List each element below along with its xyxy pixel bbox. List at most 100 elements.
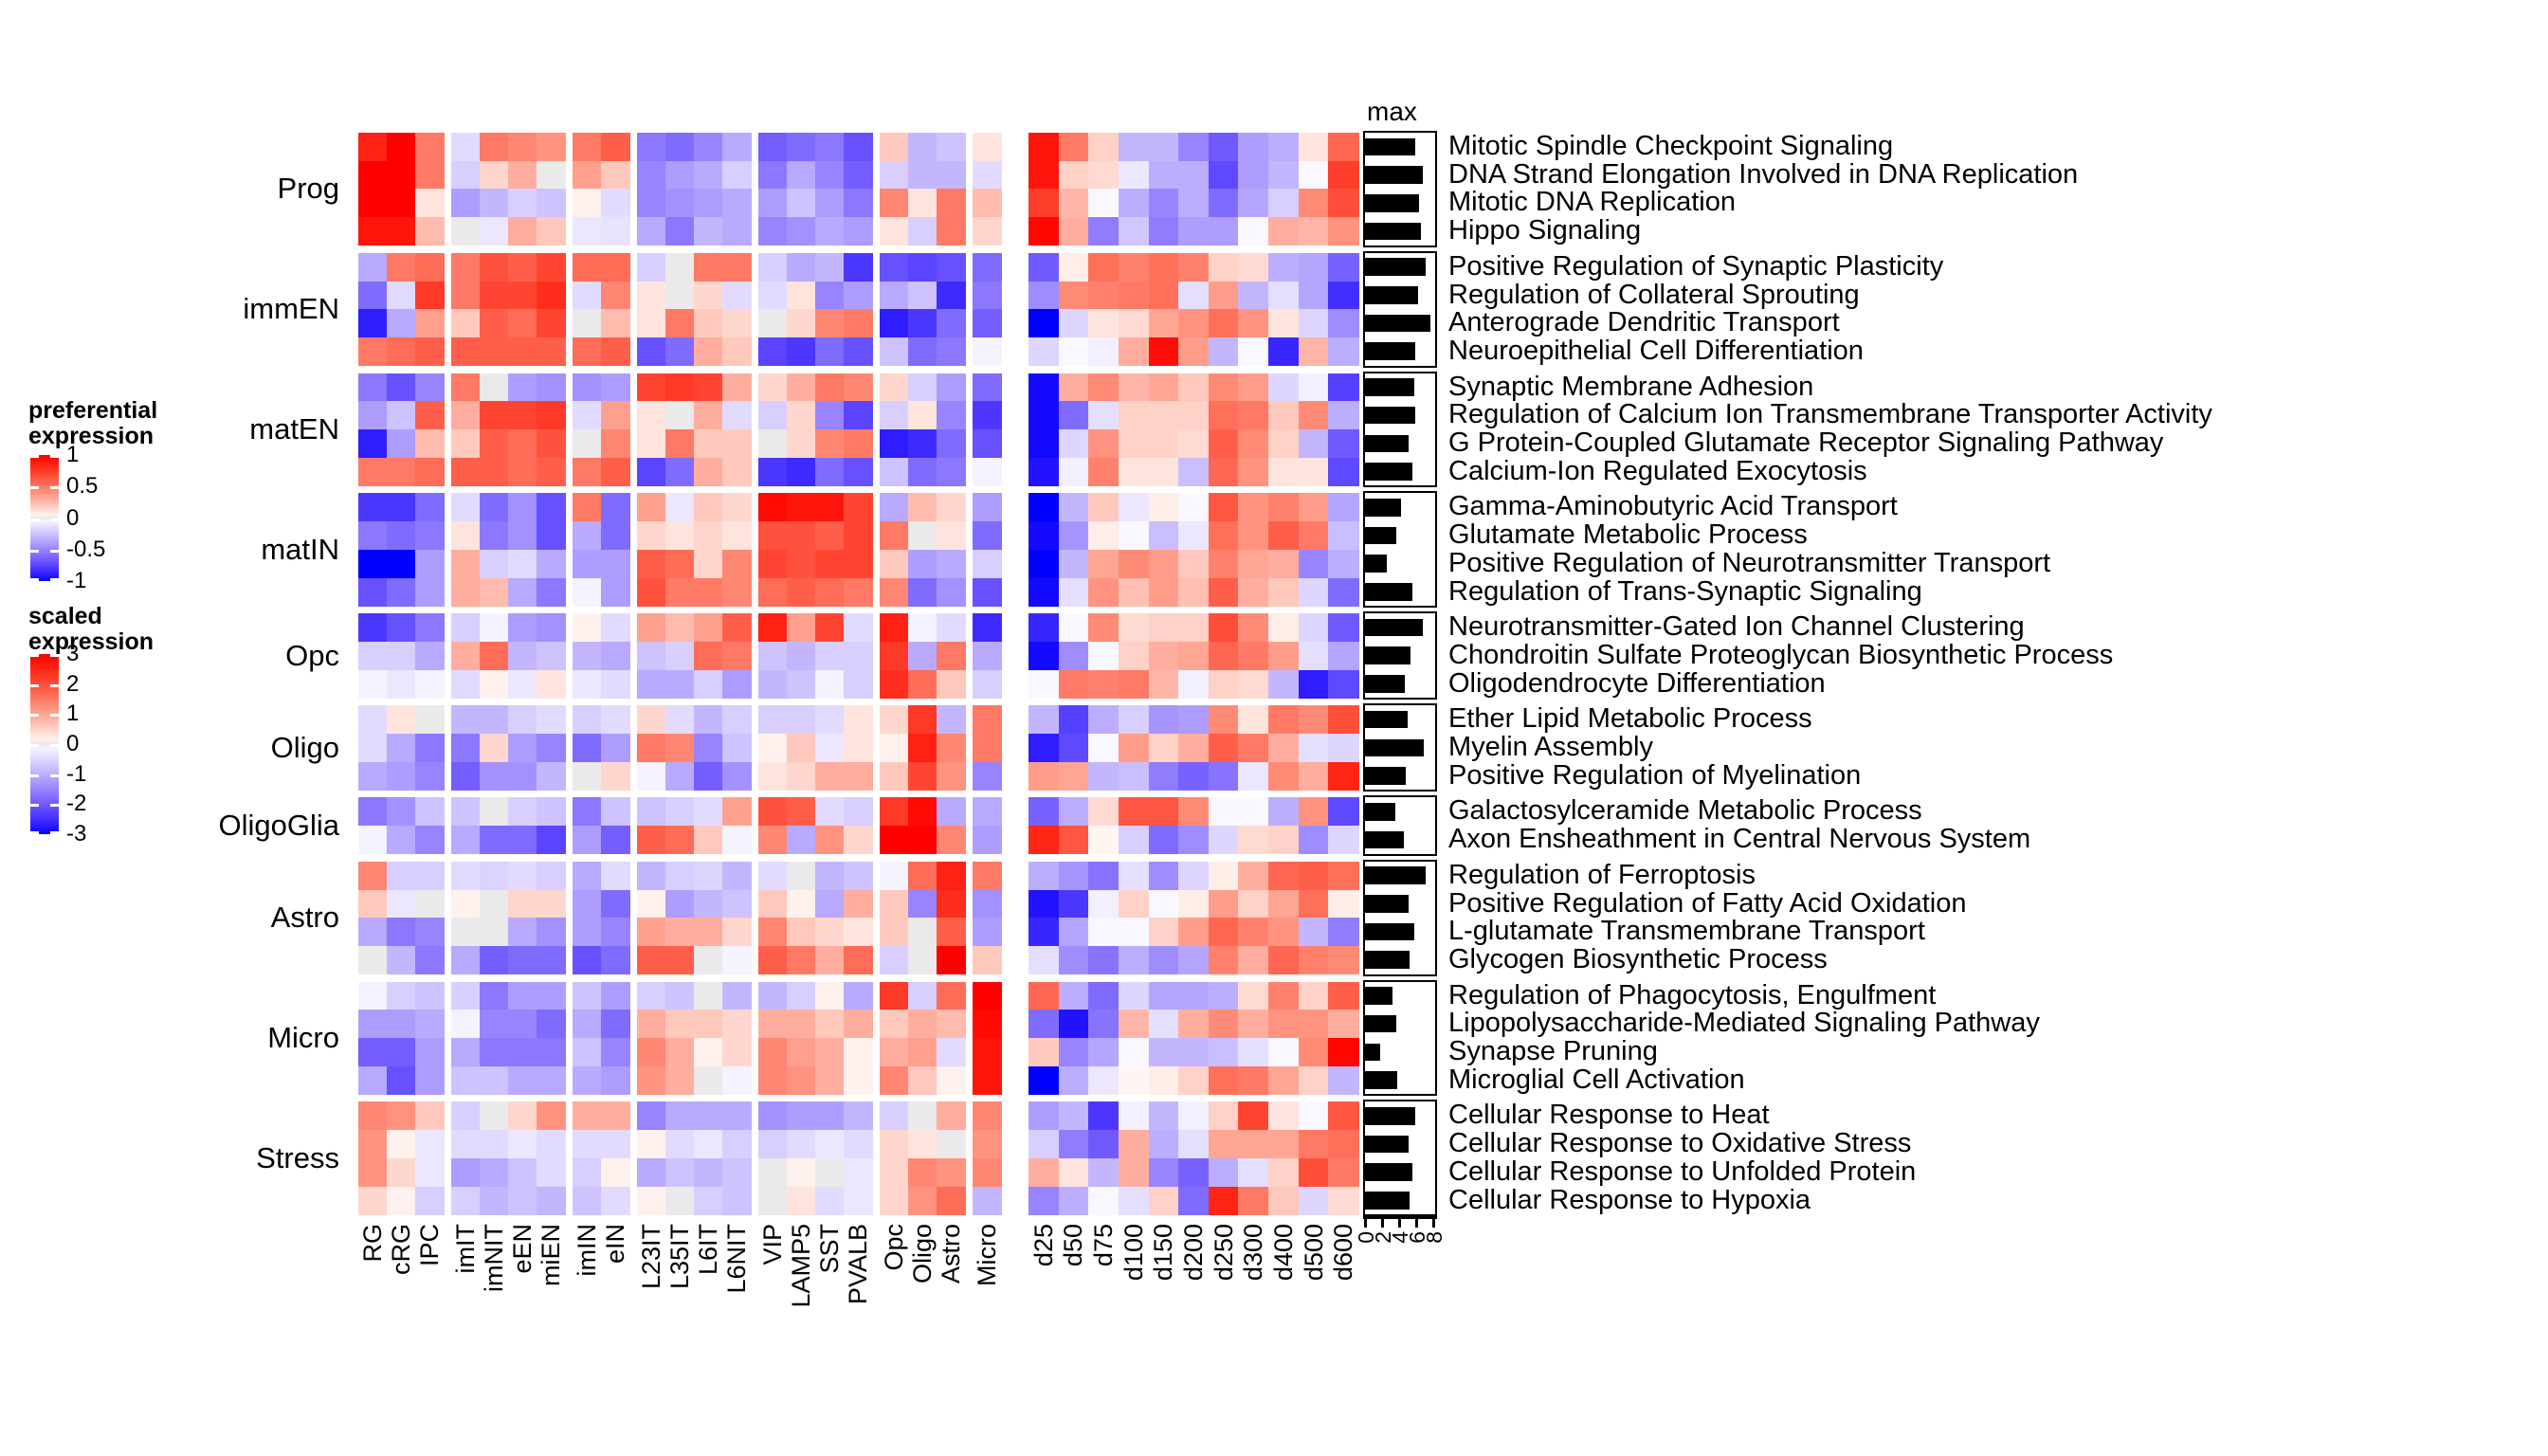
cell-left-L6IT-r0 <box>694 252 723 282</box>
cell-left-Oligo-r0 <box>908 493 937 522</box>
cell-left-IPC-r2 <box>415 429 445 459</box>
cell-left-imIT-r2 <box>451 1038 481 1067</box>
cell-right-d25-r1 <box>1028 1130 1060 1159</box>
cell-left-Opc-r3 <box>880 337 909 367</box>
cell-left-cRG-r3 <box>387 945 416 975</box>
cell-left-cRG-r1 <box>387 1130 416 1159</box>
legend-tick-dash <box>50 804 59 808</box>
cell-left-Opc-r0 <box>880 133 909 162</box>
cell-left-Oligo-r1 <box>908 734 937 763</box>
cell-left-imNIT-r3 <box>480 577 509 607</box>
cell-left-Astro-r2 <box>937 189 966 218</box>
cell-right-d50-r3 <box>1058 577 1089 607</box>
cell-left-L6IT-r1 <box>694 160 723 190</box>
cell-left-imIT-r1 <box>451 826 481 855</box>
cell-left-IPC-r1 <box>415 281 445 310</box>
cell-right-d400-r1 <box>1268 521 1300 551</box>
cell-right-d250-r1 <box>1208 1130 1239 1159</box>
cell-left-L23IT-r1 <box>637 1010 666 1039</box>
cell-left-L35IT-r3 <box>665 1186 695 1215</box>
cell-left-eIN-r1 <box>601 281 630 310</box>
cell-left-imIN-r2 <box>573 669 602 699</box>
cell-right-d50-r3 <box>1058 1065 1089 1095</box>
cell-left-Micro-r0 <box>973 797 1002 827</box>
cell-left-imIT-r3 <box>451 217 481 246</box>
cell-left-L6IT-r1 <box>694 1010 723 1039</box>
column-label-d400: d400 <box>1268 1224 1298 1282</box>
cell-left-L23IT-r3 <box>637 217 666 246</box>
bar-axis-tick <box>1415 1216 1418 1228</box>
cell-left-RG-r0 <box>358 981 388 1010</box>
cell-right-d200-r2 <box>1178 669 1210 699</box>
cell-left-Opc-r1 <box>880 1130 909 1159</box>
cell-left-cRG-r2 <box>387 309 416 338</box>
cell-left-imIN-r3 <box>573 217 602 246</box>
cell-right-d150-r2 <box>1148 189 1179 218</box>
cell-left-VIP-r0 <box>758 493 788 522</box>
cell-left-VIP-r1 <box>758 160 788 190</box>
cell-left-LAMP5-r1 <box>787 521 816 551</box>
cell-right-d100-r2 <box>1118 918 1150 947</box>
cell-left-imIN-r2 <box>573 549 602 578</box>
cell-left-Opc-r0 <box>880 705 909 735</box>
cell-left-IPC-r1 <box>415 734 445 763</box>
cell-right-d300-r3 <box>1238 337 1269 367</box>
cell-left-VIP-r3 <box>758 337 788 367</box>
cell-left-Oligo-r1 <box>908 889 937 919</box>
cell-left-SST-r3 <box>815 457 845 486</box>
cell-left-Oligo-r2 <box>908 1157 937 1187</box>
cell-right-d25-r3 <box>1028 337 1060 367</box>
cell-left-VIP-r3 <box>758 577 788 607</box>
cell-left-L6IT-r1 <box>694 281 723 310</box>
bar-chart-title: max <box>1367 97 1417 126</box>
cell-left-L35IT-r1 <box>665 401 695 430</box>
cell-left-Micro-r1 <box>973 401 1002 430</box>
cell-left-PVALB-r1 <box>844 641 873 671</box>
cell-left-imIN-r1 <box>573 521 602 551</box>
cell-right-d200-r0 <box>1178 133 1210 162</box>
cell-right-d200-r3 <box>1178 945 1210 975</box>
cell-left-VIP-r1 <box>758 281 788 310</box>
cell-left-Micro-r0 <box>973 252 1002 282</box>
max-bar <box>1365 618 1424 637</box>
cell-right-d50-r1 <box>1058 734 1089 763</box>
cell-left-miEN-r3 <box>537 1065 566 1095</box>
cell-left-SST-r3 <box>815 1065 845 1095</box>
cell-left-VIP-r0 <box>758 252 788 282</box>
cell-left-L6NIT-r1 <box>722 281 752 310</box>
cell-left-Micro-r3 <box>973 1186 1002 1215</box>
cell-right-d100-r3 <box>1118 1186 1150 1215</box>
cell-left-eIN-r2 <box>601 761 630 791</box>
legend-tick-dash <box>50 774 59 777</box>
cell-left-VIP-r2 <box>758 1038 788 1067</box>
cell-right-d100-r2 <box>1118 1157 1150 1187</box>
cell-left-cRG-r1 <box>387 734 416 763</box>
cell-left-IPC-r0 <box>415 705 445 735</box>
cell-left-LAMP5-r2 <box>787 1157 816 1187</box>
cell-right-d100-r1 <box>1118 641 1150 671</box>
cell-left-imIN-r3 <box>573 945 602 975</box>
cell-left-SST-r2 <box>815 918 845 947</box>
cell-left-L6IT-r0 <box>694 613 723 643</box>
pathway-label: Regulation of Collateral Sprouting <box>1448 279 1860 310</box>
cell-left-eEN-r1 <box>508 521 537 551</box>
cell-right-d300-r3 <box>1238 577 1269 607</box>
cell-left-IPC-r0 <box>415 797 445 827</box>
cell-left-L6IT-r1 <box>694 826 723 855</box>
cell-left-RG-r0 <box>358 133 388 162</box>
cell-left-eIN-r2 <box>601 429 630 459</box>
cell-right-d75-r3 <box>1088 457 1119 486</box>
cell-left-Astro-r0 <box>937 705 966 735</box>
cell-left-L23IT-r1 <box>637 889 666 919</box>
cell-right-d600-r2 <box>1328 309 1359 338</box>
max-bar <box>1365 675 1406 693</box>
cell-right-d75-r1 <box>1088 889 1119 919</box>
cell-right-d25-r3 <box>1028 577 1060 607</box>
cell-left-Micro-r3 <box>973 337 1002 367</box>
cell-left-L6NIT-r3 <box>722 577 752 607</box>
cell-right-d250-r0 <box>1208 705 1239 735</box>
cell-left-PVALB-r2 <box>844 429 873 459</box>
cell-right-d600-r3 <box>1328 337 1359 367</box>
cell-right-d400-r0 <box>1268 493 1300 522</box>
cell-left-PVALB-r3 <box>844 457 873 486</box>
